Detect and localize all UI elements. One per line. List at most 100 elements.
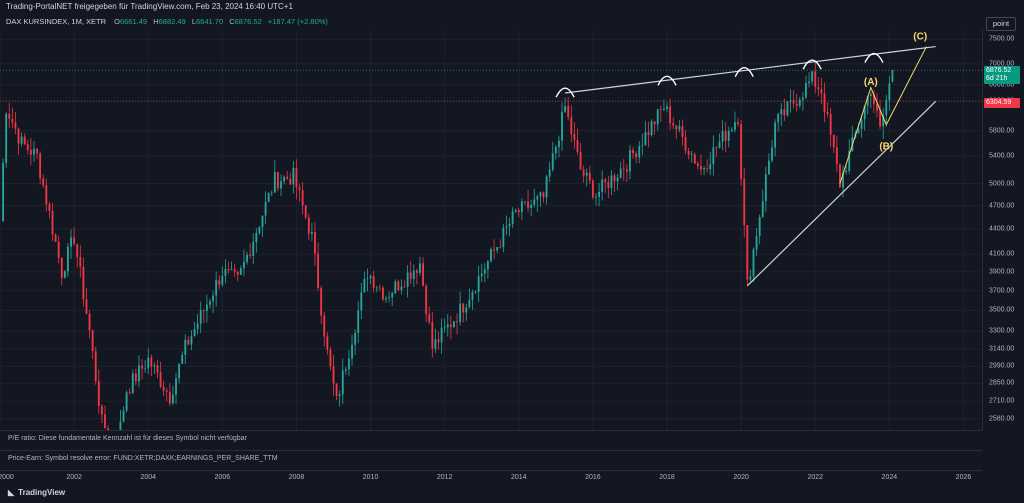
candle-body <box>326 336 329 350</box>
candle-body <box>465 307 468 313</box>
candle-body <box>261 215 264 228</box>
candle-body <box>29 149 32 155</box>
price-tick-label: 2580.00 <box>989 415 1015 423</box>
price-earn-panel[interactable]: Price-Earn: Symbol resolve error: FUND:X… <box>0 450 982 473</box>
candle-body <box>329 349 332 367</box>
candle-body <box>224 269 227 276</box>
candle-body <box>397 281 400 291</box>
tradingview-logo-icon: ◣ <box>8 488 15 497</box>
candle-body <box>480 273 483 277</box>
candle-body <box>641 145 644 147</box>
candle-body <box>280 181 282 189</box>
candle-body <box>70 237 72 247</box>
candle-body <box>304 205 307 218</box>
top-arc <box>734 66 754 77</box>
candle-body <box>273 171 276 193</box>
candle-body <box>761 201 764 217</box>
price-tick-label: 5400.00 <box>989 152 1015 160</box>
candle-body <box>474 291 477 293</box>
price-tick-label: 2850.00 <box>989 379 1015 387</box>
candle-body <box>730 129 733 131</box>
candle-body <box>672 123 675 126</box>
candle-body <box>517 210 520 213</box>
time-tick-label: 2002 <box>66 474 82 481</box>
close-label: C <box>229 17 235 26</box>
candle-body <box>857 128 860 134</box>
time-tick-label: 2006 <box>214 474 231 481</box>
candle-body <box>863 105 866 120</box>
time-axis[interactable]: 2000 2002 2004 2006 2008 2010 2012 2014 2016 2018… <box>0 470 982 485</box>
pe-ratio-panel[interactable]: P/E ratio: Diese fundamentale Kennzahl i… <box>0 430 982 453</box>
top-arc <box>802 59 822 70</box>
candle-body <box>687 150 690 155</box>
candle-body <box>199 310 202 324</box>
scale-mode-button[interactable]: point <box>986 17 1016 31</box>
candle-body <box>159 372 162 387</box>
candle-body <box>187 339 190 345</box>
price-line-badge: 6304.59 <box>984 98 1020 108</box>
candle-body <box>595 196 597 198</box>
tradingview-logo[interactable]: ◣ TradingView <box>8 488 65 497</box>
price-tick-label: 6600.00 <box>989 81 1015 89</box>
candle-body <box>375 287 378 289</box>
candle-body <box>869 94 872 96</box>
candle-body <box>338 394 341 397</box>
candle-body <box>690 154 693 156</box>
candle-body <box>811 71 814 82</box>
high-value: 6882.49 <box>158 17 186 26</box>
candle-body <box>39 153 42 179</box>
candle-body <box>456 321 458 323</box>
candle-body <box>196 323 199 329</box>
candle-body <box>588 172 591 181</box>
candle-body <box>267 192 270 202</box>
brand-name: TradingView <box>18 488 66 497</box>
candle-body <box>258 227 261 234</box>
chart-canvas[interactable]: (A) (B) (C) <box>0 30 982 458</box>
symbol-name[interactable]: DAX KURSINDEX, 1M, XETR <box>6 17 107 26</box>
chart-share-title: Trading-PortalNET freigegeben für Tradin… <box>6 2 293 11</box>
candle-body <box>616 177 619 182</box>
candle-body <box>459 303 462 323</box>
candle-body <box>301 190 304 206</box>
candle-body <box>419 263 421 273</box>
candle-body <box>598 191 601 197</box>
candle-body <box>270 192 273 194</box>
price-axis[interactable]: 7500.007000.006600.006300.005800.005400.… <box>982 30 1024 430</box>
candle-body <box>175 378 177 395</box>
time-tick-label: 2022 <box>807 474 824 481</box>
candle-body <box>591 180 594 198</box>
candle-body <box>746 225 749 280</box>
candle-body <box>570 116 573 134</box>
candle-body <box>629 150 631 172</box>
candle-body <box>63 271 66 278</box>
candle-body <box>351 344 353 359</box>
candle-body <box>348 358 350 370</box>
change-value: +187.47 (+2.80%) <box>267 17 328 26</box>
candle-body <box>520 201 523 213</box>
candle-body <box>659 109 662 110</box>
candle-body <box>394 281 397 294</box>
candle-body <box>647 132 650 136</box>
candle-body <box>613 175 616 182</box>
low-label: L <box>191 17 196 26</box>
candle-body <box>440 327 443 343</box>
candle-body <box>749 276 752 280</box>
candle-body <box>323 315 326 337</box>
wave-label: (B) <box>879 142 893 153</box>
candle-body <box>2 162 5 222</box>
candle-body <box>656 109 659 125</box>
candle-body <box>558 140 560 148</box>
candle-body <box>718 141 721 148</box>
candle-body <box>477 276 480 292</box>
candle-body <box>610 175 613 188</box>
candle-body <box>82 266 85 300</box>
candle-body <box>202 310 205 312</box>
candle-body <box>814 71 817 88</box>
candle-body <box>141 365 143 369</box>
top-arc <box>555 87 575 98</box>
candle-body <box>471 292 474 300</box>
time-tick-label: 2018 <box>659 474 675 481</box>
top-arc <box>657 75 677 86</box>
time-tick-label: 2020 <box>733 474 749 481</box>
candle-body <box>239 268 242 275</box>
